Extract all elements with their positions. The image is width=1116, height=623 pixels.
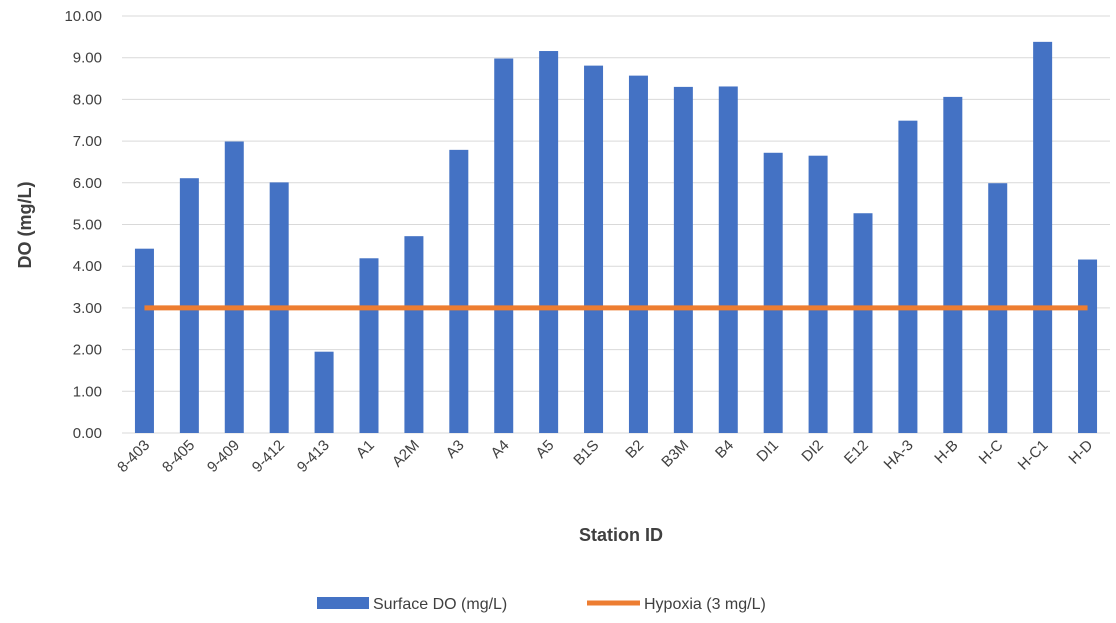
bar-DI2	[808, 155, 828, 433]
x-tick-label: H-D	[1065, 437, 1096, 468]
bar-9-413	[314, 351, 334, 433]
bar-A3	[449, 149, 469, 433]
bar-B1S	[584, 65, 604, 434]
legend-swatch-surface-do	[317, 597, 369, 609]
bar-9-409	[224, 141, 244, 433]
y-tick-label: 2.00	[73, 342, 102, 359]
bar-H-B	[943, 96, 963, 433]
y-tick-label: 0.00	[73, 425, 102, 442]
bar-H-C1	[1033, 41, 1053, 433]
x-tick-label: H-C	[976, 437, 1007, 468]
x-tick-label: 9-412	[249, 437, 288, 476]
x-tick-label: HA-3	[881, 437, 917, 473]
y-tick-label: 7.00	[73, 133, 102, 150]
bar-series	[134, 41, 1098, 434]
bar-B3M	[673, 86, 693, 433]
x-tick-label: 9-413	[294, 437, 333, 476]
legend: Surface DO (mg/L) Hypoxia (3 mg/L)	[317, 596, 766, 613]
bar-HA-3	[898, 120, 918, 434]
bar-A4	[494, 58, 514, 434]
y-tick-label: 9.00	[73, 50, 102, 67]
bar-DI1	[763, 152, 783, 433]
y-tick-label: 5.00	[73, 217, 102, 234]
y-tick-label: 10.00	[64, 8, 102, 25]
x-tick-label: B2	[622, 437, 647, 462]
legend-label-hypoxia: Hypoxia (3 mg/L)	[644, 596, 766, 613]
y-axis-ticks: 0.00 1.00 2.00 3.00 4.00 5.00 6.00 7.00 8.00 9.00…	[64, 8, 102, 442]
x-tick-label: B1S	[570, 437, 602, 469]
bar-B4	[718, 86, 738, 434]
bar-8-403	[134, 248, 154, 433]
x-tick-label: DI2	[798, 437, 827, 466]
x-tick-label: A3	[443, 437, 468, 462]
bar-A1	[359, 258, 379, 433]
y-tick-label: 1.00	[73, 383, 102, 400]
bar-A2M	[404, 236, 424, 433]
x-tick-label: H-C1	[1015, 437, 1052, 474]
y-tick-label: 3.00	[73, 300, 102, 317]
x-tick-label: DI1	[753, 437, 782, 466]
x-tick-label: A4	[488, 437, 513, 462]
x-tick-label: E12	[841, 437, 872, 468]
x-tick-label: B3M	[658, 437, 692, 471]
x-axis-ticks: 8-403 8-405 9-409 9-412 9-413 A1 A2M A3 A4 A5 B1S B…	[114, 437, 1096, 476]
x-tick-label: 8-403	[114, 437, 153, 476]
y-tick-label: 8.00	[73, 91, 102, 108]
x-tick-label: H-B	[931, 437, 961, 467]
x-tick-label: 9-409	[204, 437, 243, 476]
x-tick-label: A1	[353, 437, 378, 462]
x-axis-title: Station ID	[579, 525, 663, 545]
x-tick-label: A5	[532, 437, 557, 462]
y-axis-title: DO (mg/L)	[15, 182, 35, 269]
y-tick-label: 6.00	[73, 175, 102, 192]
bar-B2	[628, 75, 648, 434]
x-tick-label: B4	[712, 437, 737, 462]
x-tick-label: A2M	[389, 437, 423, 471]
legend-label-surface-do: Surface DO (mg/L)	[373, 596, 507, 613]
x-tick-label: 8-405	[159, 437, 198, 476]
bar-H-D	[1078, 259, 1098, 433]
bar-E12	[853, 213, 873, 433]
bar-A5	[539, 51, 559, 433]
y-tick-label: 4.00	[73, 258, 102, 275]
